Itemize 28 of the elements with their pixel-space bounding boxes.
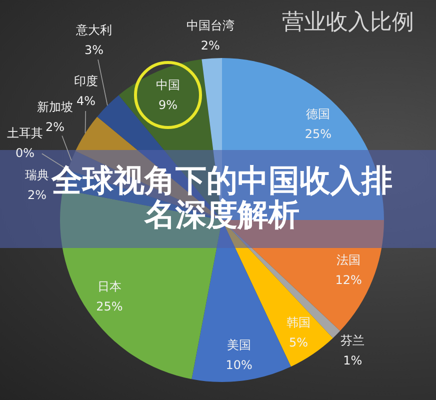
data-label: 10% (226, 358, 252, 372)
data-label: 4% (76, 94, 96, 108)
slice-label: 日本 (97, 279, 122, 294)
slice-label: 新加坡 (37, 100, 73, 114)
slice-label: 德国 (306, 106, 330, 121)
slice-label: 芬兰 (340, 334, 365, 348)
data-label: 25% (304, 126, 332, 141)
slice-label: 瑞典 (25, 168, 49, 182)
text: 全球视角下的中国收入排名深度解析 (50, 163, 392, 233)
data-label: 3% (84, 43, 104, 57)
slice-label: 中国台湾 (186, 18, 234, 33)
slice-label: 美国 (227, 338, 252, 352)
slice-label: 韩国 (286, 316, 310, 330)
data-label: 25% (96, 299, 123, 314)
data-label: 2% (45, 120, 65, 134)
data-label: 2% (200, 38, 220, 53)
data-label: 12% (335, 273, 362, 288)
text: 0% (15, 146, 35, 160)
data-label: 9% (158, 98, 178, 112)
slice-label: 法国 (336, 253, 361, 268)
slice-label: 中国 (156, 78, 180, 92)
category-label: 土耳其 (7, 126, 43, 140)
data-label: 5% (288, 336, 308, 350)
slice-label: 印度 (74, 74, 98, 88)
data-label: 2% (27, 188, 47, 202)
slice-label: 意大利 (75, 23, 112, 37)
chart-title: 营业收入比例 (282, 10, 414, 35)
data-label: 1% (343, 354, 362, 368)
